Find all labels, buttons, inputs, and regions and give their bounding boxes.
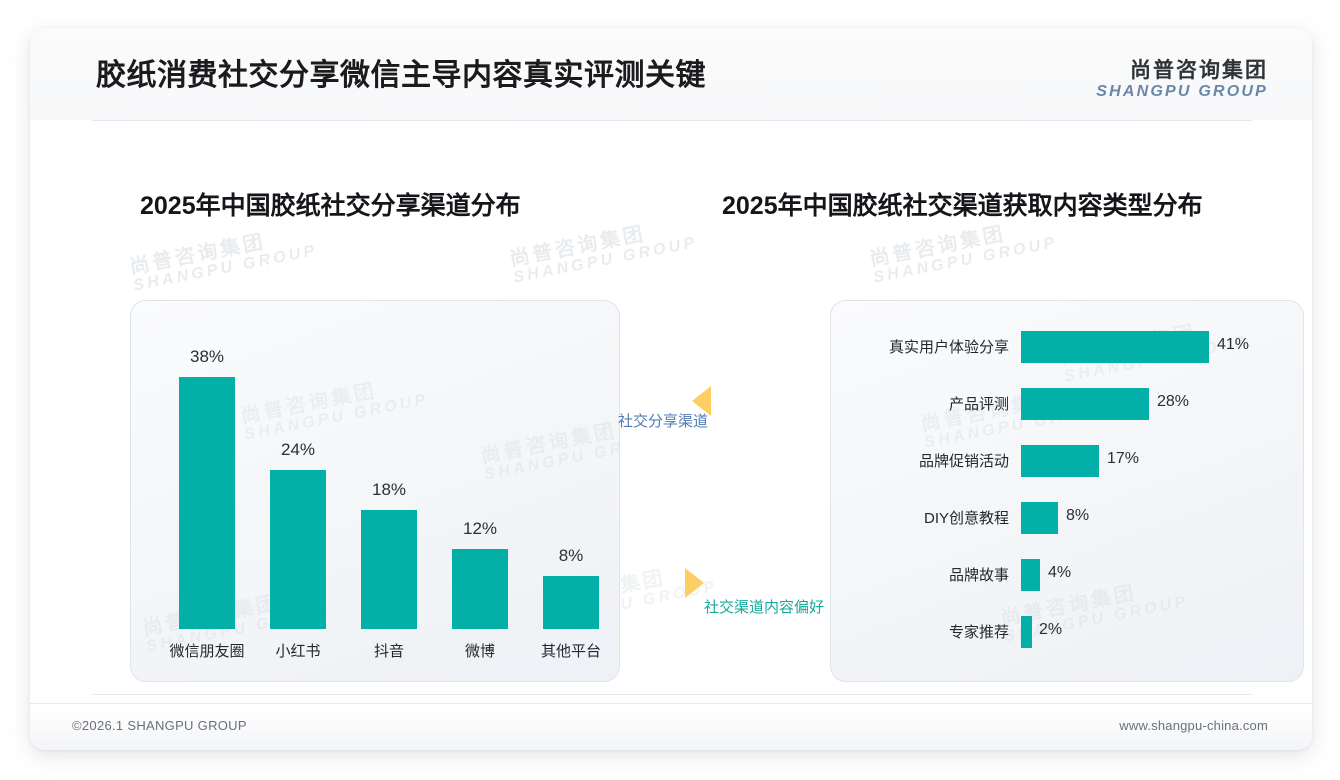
bar-value-label: 18%	[371, 480, 407, 499]
bar-category-label: 其他平台	[540, 643, 601, 660]
annotation-label: 社交渠道内容偏好	[704, 599, 825, 616]
watermark-cn: 尚普咨询集团	[867, 222, 1008, 271]
bar-value-label: 12%	[462, 519, 498, 538]
bar-category-label: 微信朋友圈	[169, 643, 245, 660]
bar-row[interactable]: 品牌促销活动 17%	[831, 441, 1303, 481]
bar-rect[interactable]	[1021, 331, 1209, 363]
bar-rect[interactable]	[270, 470, 326, 629]
slide-header: 胶纸消费社交分享微信主导内容真实评测关键 尚普咨询集团 SHANGPU GROU…	[30, 28, 1312, 120]
copyright-text: ©2026.1 SHANGPU GROUP	[72, 718, 247, 733]
bar-value-label: 17%	[1107, 450, 1140, 467]
bar-row[interactable]: DIY创意教程 8%	[831, 498, 1303, 538]
bar-row[interactable]: 真实用户体验分享 41%	[831, 327, 1303, 367]
bar-value-label: 41%	[1217, 336, 1250, 353]
annotation-label: 社交分享渠道	[618, 413, 709, 430]
bar-category-label: 小红书	[275, 643, 321, 660]
bar-column[interactable]: 8%	[543, 546, 599, 629]
bar-rect[interactable]	[1021, 388, 1149, 420]
watermark-cn: 尚普咨询集团	[127, 230, 268, 279]
bar-row[interactable]: 产品评测 28%	[831, 384, 1303, 424]
brand-logo: 尚普咨询集团 SHANGPU GROUP	[1096, 59, 1268, 101]
bar-row[interactable]: 专家推荐 2%	[831, 612, 1303, 652]
slide-card: 胶纸消费社交分享微信主导内容真实评测关键 尚普咨询集团 SHANGPU GROU…	[30, 28, 1312, 750]
bar-category-label: 品牌促销活动	[918, 453, 1009, 470]
bar-rect[interactable]	[1021, 559, 1040, 591]
logo-english-text: SHANGPU GROUP	[1096, 83, 1268, 101]
watermark: 尚普咨询集团 SHANGPU GROUP	[868, 214, 1059, 287]
bar-column[interactable]: 24%	[270, 440, 326, 629]
bar-column[interactable]: 18%	[361, 480, 417, 629]
bar-rect[interactable]	[452, 549, 508, 629]
triangle-right-icon	[685, 568, 704, 598]
bar-row[interactable]: 品牌故事 4%	[831, 555, 1303, 595]
bar-value-label: 28%	[1157, 393, 1190, 410]
left-chart-title: 2025年中国胶纸社交分享渠道分布	[140, 192, 521, 220]
slide-footer: ©2026.1 SHANGPU GROUP www.shangpu-china.…	[30, 703, 1312, 750]
bar-column[interactable]: 12%	[452, 519, 508, 629]
bar-value-label: 8%	[1066, 507, 1090, 524]
bar-category-label: 真实用户体验分享	[888, 339, 1009, 356]
bar-rect[interactable]	[361, 510, 417, 629]
bar-rect[interactable]	[1021, 502, 1058, 534]
vertical-bar-chart: 38% 微信朋友圈 24% 小红书 18% 抖音 12%	[131, 301, 619, 681]
watermark-en: SHANGPU GROUP	[871, 234, 1060, 287]
bar-value-label: 24%	[280, 440, 316, 459]
bar-category-label: 产品评测	[948, 396, 1009, 413]
bar-value-label: 38%	[189, 347, 225, 366]
header-divider	[92, 120, 1252, 121]
bar-rect[interactable]	[179, 377, 235, 629]
bar-category-label: 专家推荐	[948, 624, 1009, 641]
triangle-left-icon	[692, 386, 711, 416]
footnote-divider	[92, 694, 1252, 695]
bar-rect[interactable]	[1021, 616, 1032, 648]
website-link[interactable]: www.shangpu-china.com	[1119, 718, 1268, 733]
left-chart-panel: 尚普咨询集团 SHANGPU GROUP 尚普咨询集团 SHANGPU GROU…	[130, 300, 620, 682]
bar-rect[interactable]	[1021, 445, 1099, 477]
logo-chinese-text: 尚普咨询集团	[1130, 59, 1268, 82]
bar-value-label: 2%	[1039, 621, 1063, 638]
bar-rect[interactable]	[543, 576, 599, 629]
watermark: 尚普咨询集团 SHANGPU GROUP	[508, 214, 699, 287]
bar-value-label: 8%	[558, 546, 584, 565]
bar-category-label: DIY创意教程	[923, 510, 1009, 527]
watermark: 尚普咨询集团 SHANGPU GROUP	[128, 222, 319, 295]
watermark-cn: 尚普咨询集团	[507, 222, 648, 271]
watermark-en: SHANGPU GROUP	[131, 242, 320, 295]
bar-column[interactable]: 38%	[179, 347, 235, 629]
bar-category-label: 抖音	[373, 643, 404, 660]
bar-category-label: 微博	[464, 643, 495, 660]
watermark-en: SHANGPU GROUP	[511, 234, 700, 287]
bar-value-label: 4%	[1048, 564, 1072, 581]
right-chart-title: 2025年中国胶纸社交渠道获取内容类型分布	[722, 192, 1203, 220]
bar-category-label: 品牌故事	[948, 567, 1009, 584]
page-title: 胶纸消费社交分享微信主导内容真实评测关键	[96, 59, 706, 92]
right-chart-panel: 尚普咨询集团 SHANGPU GROUP 尚普咨询集团 SHANGPU GROU…	[830, 300, 1304, 682]
